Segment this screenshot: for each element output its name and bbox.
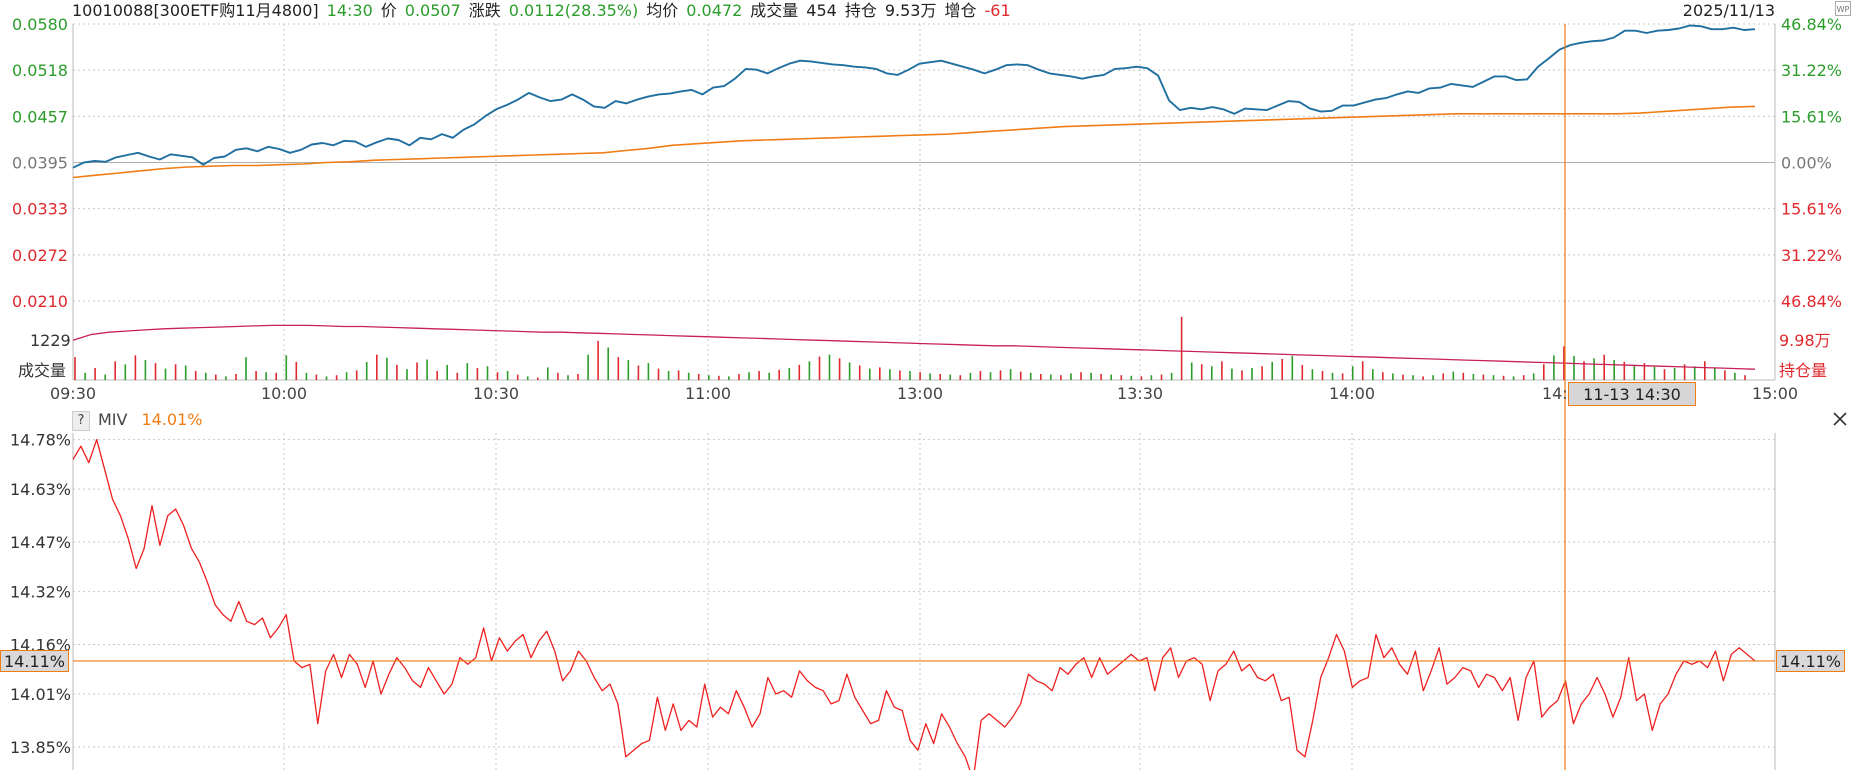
volume-label: 成交量 xyxy=(750,1,799,20)
miv-tick-label: 14.16% xyxy=(10,635,71,654)
pct-tick-label: 31.22% xyxy=(1781,61,1842,80)
open-interest-line xyxy=(72,324,1756,370)
quote-header: 10010088[300ETF购11月4800] 14:30 价 0.0507 涨跌 0.… xyxy=(72,0,1019,22)
miv-line xyxy=(72,438,1756,770)
cursor-time-label: 11-13 14:30 xyxy=(1568,382,1696,406)
time-tick-label: 10:00 xyxy=(261,384,307,403)
change-value: 0.0112(28.35%) xyxy=(508,1,639,20)
avg-label: 均价 xyxy=(646,1,679,20)
time-tick-label: 13:00 xyxy=(897,384,943,403)
wp-icon[interactable]: WP xyxy=(1835,1,1851,16)
time-tick-label: 13:30 xyxy=(1117,384,1163,403)
price-label: 价 xyxy=(380,1,397,20)
pct-tick-label: 15.61% xyxy=(1781,107,1842,126)
pct-tick-label: 15.61% xyxy=(1781,200,1842,219)
oi-max-label: 9.98万 xyxy=(1779,331,1831,350)
time-tick-label: 11:00 xyxy=(685,384,731,403)
price-line xyxy=(72,24,1756,169)
time-tick-label: 14:00 xyxy=(1329,384,1375,403)
chart-lines xyxy=(72,24,1775,770)
miv-value: 14.01% xyxy=(141,410,203,429)
miv-highlight-left: 14.11% xyxy=(0,649,70,672)
pct-tick-label: 31.22% xyxy=(1781,246,1842,265)
volume-max-label: 1229 xyxy=(30,331,71,350)
price-value: 0.0507 xyxy=(404,1,461,20)
quote-date: 2025/11/13 xyxy=(1682,1,1775,20)
time-tick-label: 10:30 xyxy=(473,384,519,403)
volume-axis-label: 成交量 xyxy=(18,361,66,380)
volume-value: 454 xyxy=(806,1,837,20)
price-tick-label: 0.0272 xyxy=(12,246,68,265)
price-tick-label: 0.0395 xyxy=(12,154,68,173)
miv-highlight-right: 14.11% xyxy=(1776,649,1846,672)
oi-value: 9.53万 xyxy=(884,1,937,20)
price-tick-label: 0.0210 xyxy=(12,292,68,311)
oi-label: 持仓 xyxy=(844,1,877,20)
oi-axis-label: 持仓量 xyxy=(1779,361,1827,380)
pct-tick-label: 0.00% xyxy=(1781,154,1832,173)
price-tick-label: 0.0333 xyxy=(12,200,68,219)
oi-change-label: 增仓 xyxy=(944,1,977,20)
miv-tick-label: 14.78% xyxy=(10,431,71,450)
oi-change-value: -61 xyxy=(984,1,1011,20)
miv-name: MIV xyxy=(98,410,128,429)
miv-tick-label: 14.32% xyxy=(10,583,71,602)
close-icon[interactable] xyxy=(1831,410,1849,428)
miv-header: ? MIV 14.01% xyxy=(72,409,202,431)
miv-tick-label: 14.01% xyxy=(10,685,71,704)
volume-bars xyxy=(74,316,1746,380)
pct-tick-label: 46.84% xyxy=(1781,292,1842,311)
change-label: 涨跌 xyxy=(468,1,501,20)
miv-tick-label: 14.63% xyxy=(10,480,71,499)
avg-value: 0.0472 xyxy=(686,1,743,20)
time-tick-label: 09:30 xyxy=(50,384,96,403)
price-tick-label: 0.0580 xyxy=(12,15,68,34)
pct-tick-label: 46.84% xyxy=(1781,15,1842,34)
help-button[interactable]: ? xyxy=(72,410,90,431)
miv-tick-label: 14.47% xyxy=(10,533,71,552)
price-tick-label: 0.0457 xyxy=(12,107,68,126)
time-tick-label: 15:00 xyxy=(1752,384,1798,403)
chart-axes: 0.0580 46.84% 0.0518 31.22% 0.0457 15.61% 0.03… xyxy=(10,15,1842,757)
miv-tick-label: 13.85% xyxy=(10,738,71,757)
quote-time: 14:30 xyxy=(326,1,373,20)
avg-price-line xyxy=(72,105,1756,179)
contract-code: 10010088[300ETF购11月4800] xyxy=(72,1,319,20)
price-tick-label: 0.0518 xyxy=(12,61,68,80)
